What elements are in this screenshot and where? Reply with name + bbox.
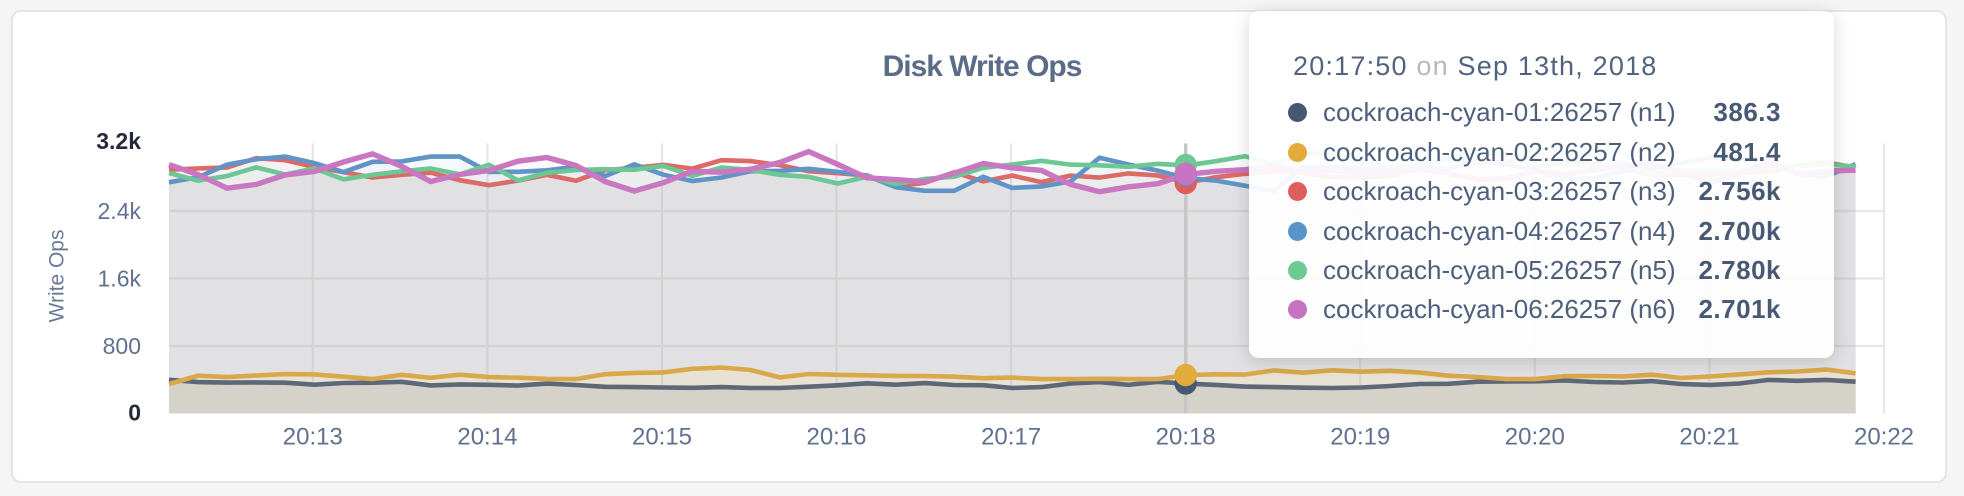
svg-text:1.6k: 1.6k — [98, 266, 142, 292]
svg-text:3.2k: 3.2k — [96, 128, 141, 154]
svg-text:20:18: 20:18 — [1156, 424, 1216, 451]
svg-text:20:16: 20:16 — [806, 424, 866, 451]
svg-text:20:20: 20:20 — [1505, 424, 1565, 451]
svg-text:20:13: 20:13 — [283, 424, 343, 451]
svg-text:20:17: 20:17 — [981, 424, 1041, 451]
svg-text:20:21: 20:21 — [1679, 424, 1739, 451]
svg-text:Write Ops: Write Ops — [46, 230, 69, 323]
svg-text:20:14: 20:14 — [457, 424, 517, 451]
svg-text:20:15: 20:15 — [632, 424, 692, 451]
svg-text:800: 800 — [103, 333, 141, 359]
svg-text:0: 0 — [128, 400, 141, 426]
svg-text:20:22: 20:22 — [1854, 424, 1914, 451]
svg-text:20:19: 20:19 — [1330, 424, 1390, 451]
svg-text:2.4k: 2.4k — [98, 198, 142, 224]
